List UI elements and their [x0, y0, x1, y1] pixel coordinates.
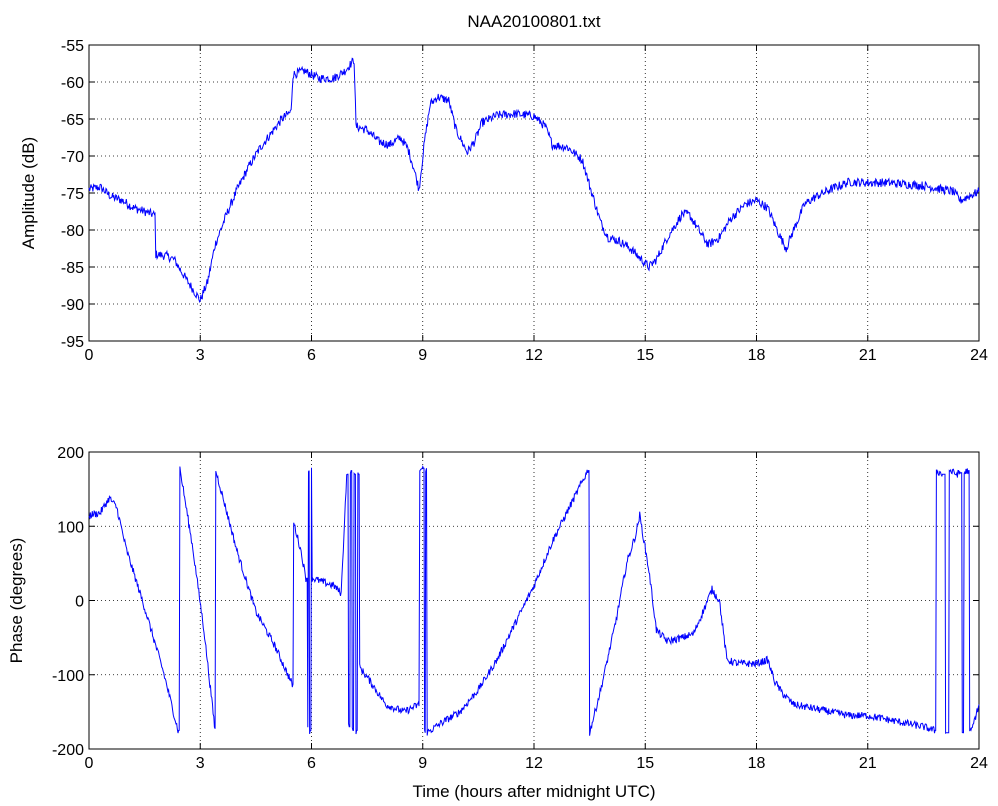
- amplitude-xtick-label: 3: [196, 347, 205, 364]
- phase-xtick-label: 12: [525, 755, 543, 772]
- amplitude-ytick-label: -70: [61, 149, 84, 166]
- amplitude-xtick-label: 0: [85, 347, 94, 364]
- amplitude-xtick-label: 15: [636, 347, 654, 364]
- phase-ytick-label: 100: [57, 519, 84, 536]
- amplitude-ytick-label: -90: [61, 297, 84, 314]
- amplitude-xtick-label: 6: [307, 347, 316, 364]
- amplitude-ytick-label: -80: [61, 223, 84, 240]
- phase-series-line: [88, 465, 980, 736]
- phase-xtick-label: 6: [307, 755, 316, 772]
- phase-xtick-label: 9: [418, 755, 427, 772]
- amplitude-ytick-label: -60: [61, 75, 84, 92]
- amplitude-ytick-label: -65: [61, 112, 84, 129]
- amplitude-xtick-label: 18: [748, 347, 766, 364]
- amplitude-ylabel: Amplitude (dB): [19, 137, 38, 249]
- phase-xtick-label: 3: [196, 755, 205, 772]
- phase-xtick-label: 24: [970, 755, 988, 772]
- amplitude-ytick-label: -75: [61, 186, 84, 203]
- amplitude-xtick-label: 21: [859, 347, 877, 364]
- phase-ytick-label: -100: [52, 668, 84, 685]
- phase-xtick-label: 18: [748, 755, 766, 772]
- phase-xtick-label: 0: [85, 755, 94, 772]
- phase-ytick-label: 200: [57, 445, 84, 462]
- figure-title: NAA20100801.txt: [467, 12, 601, 31]
- amplitude-xtick-label: 12: [525, 347, 543, 364]
- phase-xtick-label: 21: [859, 755, 877, 772]
- amplitude-xtick-label: 24: [970, 347, 988, 364]
- amplitude-ytick-label: -55: [61, 38, 84, 55]
- phase-ytick-label: 0: [75, 594, 84, 611]
- amplitude-ytick-label: -95: [61, 334, 84, 351]
- amplitude-ytick-label: -85: [61, 260, 84, 277]
- phase-ylabel: Phase (degrees): [7, 538, 26, 664]
- phase-ytick-label: -200: [52, 742, 84, 759]
- phase-xlabel: Time (hours after midnight UTC): [412, 782, 655, 801]
- amplitude-series-line: [88, 57, 980, 304]
- amplitude-xtick-label: 9: [418, 347, 427, 364]
- phase-xtick-label: 15: [636, 755, 654, 772]
